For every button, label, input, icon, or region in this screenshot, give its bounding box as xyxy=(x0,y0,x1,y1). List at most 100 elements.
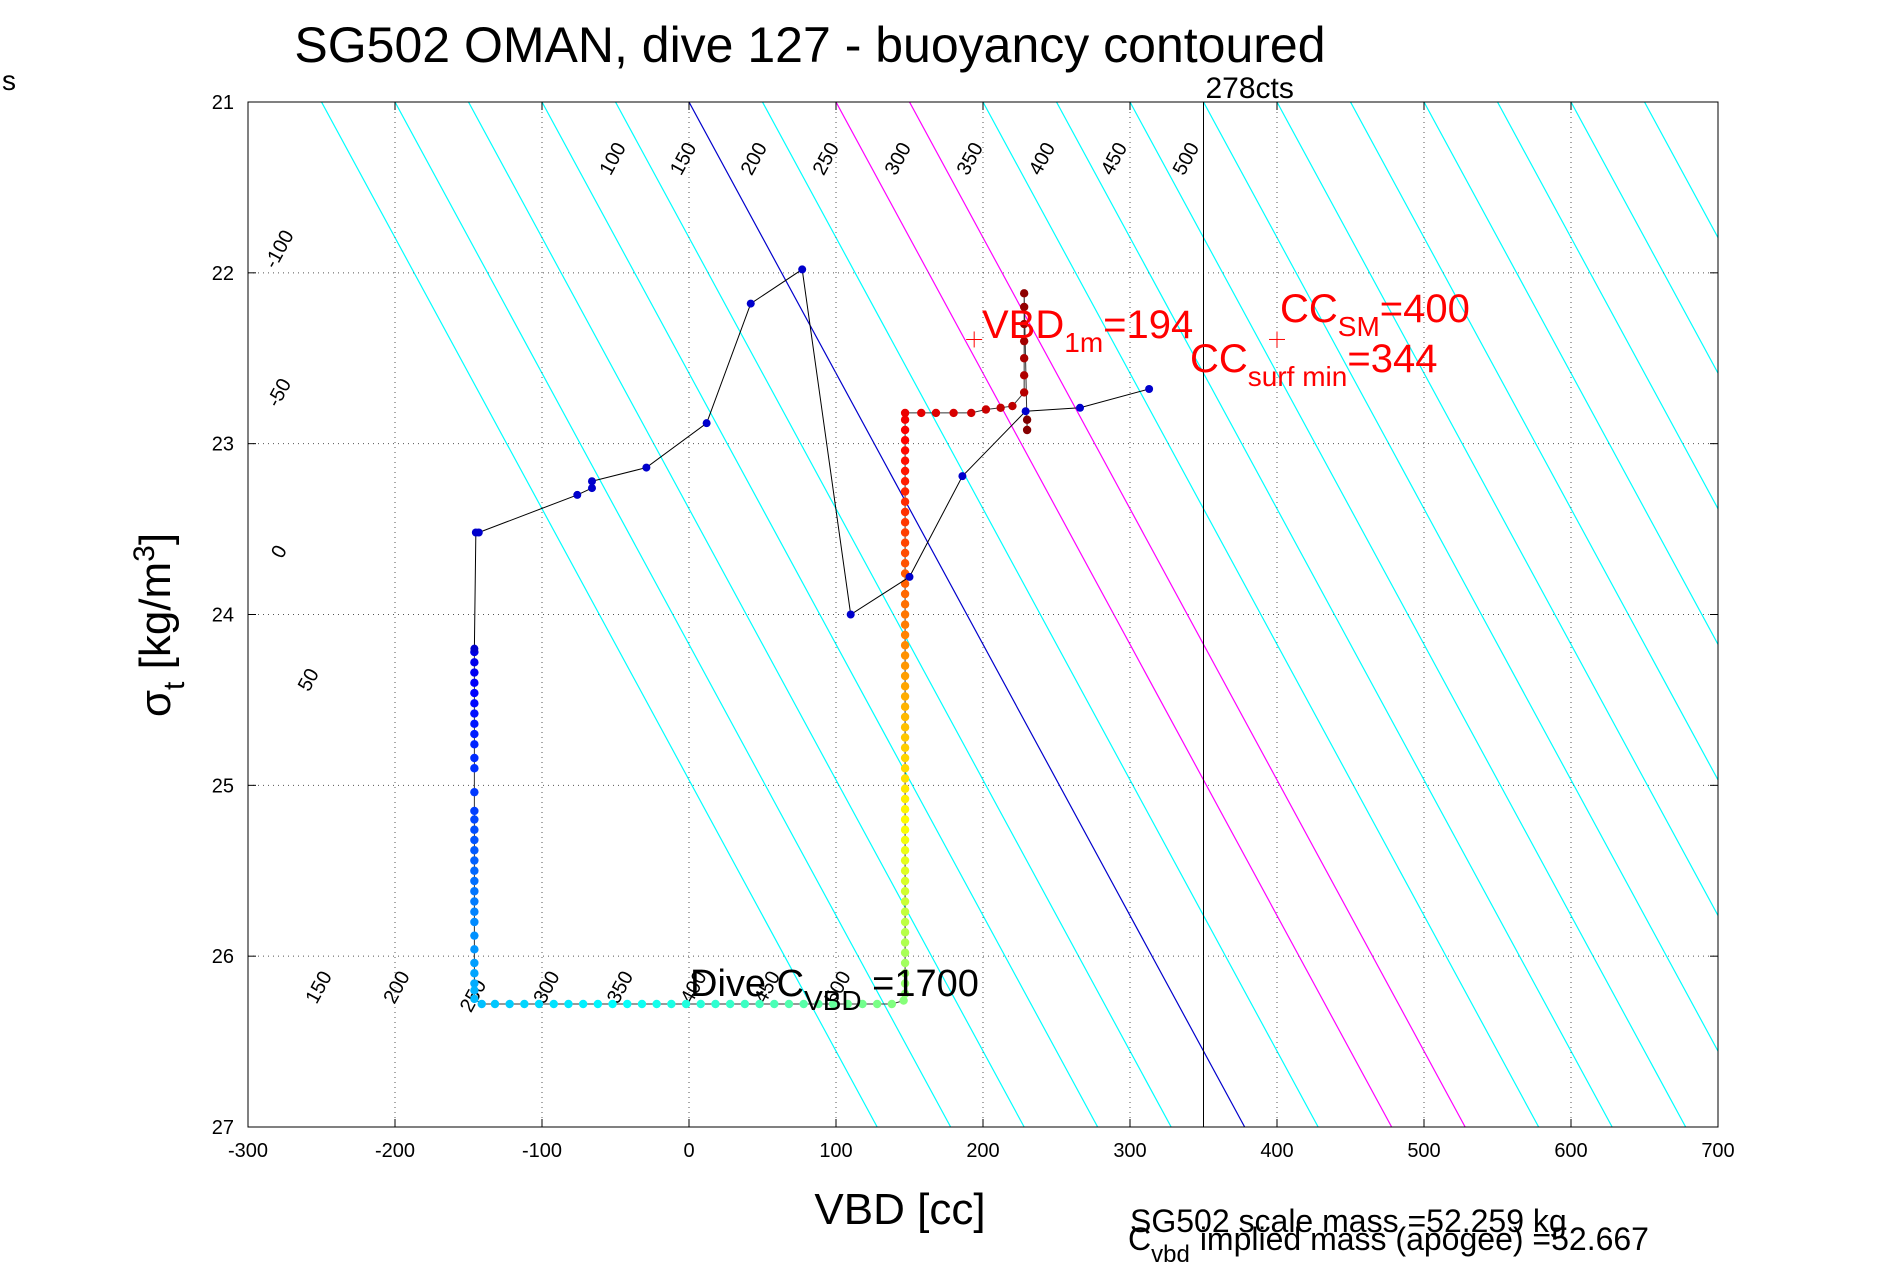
annotation-rest: =400 xyxy=(1380,287,1470,331)
colored-series-point xyxy=(470,753,479,763)
colored-series-point xyxy=(470,846,479,855)
colored-series-point xyxy=(470,866,479,875)
annotation-main: Dive C xyxy=(690,963,804,1005)
contour-label: -50 xyxy=(263,375,296,411)
y-tick-label: 22 xyxy=(212,263,234,285)
descent-series-point xyxy=(471,528,480,537)
colored-series-point xyxy=(900,815,910,824)
colored-series-point xyxy=(578,999,588,1009)
colored-series-point xyxy=(900,408,910,418)
colored-series-point xyxy=(900,487,910,496)
colored-series-point xyxy=(900,764,910,773)
colored-series-point xyxy=(900,620,910,629)
colored-series-point xyxy=(470,835,479,845)
contour-label: 300 xyxy=(529,968,564,1008)
x-tick-label: -100 xyxy=(522,1140,562,1162)
colored-series-point xyxy=(470,678,479,688)
contour-label: 350 xyxy=(603,968,638,1008)
colored-series-point xyxy=(900,805,910,814)
annotation-vbd1m: VBD1m=194 xyxy=(982,303,1193,358)
colored-series-point xyxy=(505,999,514,1009)
colored-series-point xyxy=(623,999,632,1009)
annotation-ccsurfmin: CCsurf min=344 xyxy=(1190,337,1437,392)
colored-series-point xyxy=(949,408,958,418)
x-tick-label: 200 xyxy=(966,1140,999,1162)
colored-series-point xyxy=(900,753,910,763)
colored-series-point xyxy=(637,999,647,1009)
y-axis-label-close: ] xyxy=(131,533,180,545)
colored-series-point xyxy=(900,661,910,670)
y-tick-label: 23 xyxy=(212,434,234,456)
colored-series-point xyxy=(900,835,910,845)
contour-label: 0 xyxy=(267,542,292,562)
colored-series-point xyxy=(967,408,976,418)
contour-line xyxy=(982,102,1540,1127)
colored-series-point xyxy=(900,733,910,742)
colored-series-point xyxy=(470,887,479,896)
colored-series-point xyxy=(470,876,479,886)
descent-series-point xyxy=(702,419,711,428)
y-axis-label-sup: 3 xyxy=(128,545,161,562)
colored-series-point xyxy=(900,887,910,896)
colored-series-point xyxy=(900,671,910,681)
colored-series-point xyxy=(899,996,908,1005)
colored-series-point xyxy=(900,989,910,998)
colored-series-point xyxy=(681,999,691,1009)
annotation-dive: Dive CVBD =1700 xyxy=(690,963,979,1016)
colored-series-point xyxy=(900,528,910,537)
colored-series-point xyxy=(900,589,910,599)
colored-series-point xyxy=(900,825,910,834)
colored-series-point xyxy=(900,456,910,465)
x-tick-label: 600 xyxy=(1554,1140,1587,1162)
colored-series-point xyxy=(549,999,558,1009)
colored-series-point xyxy=(900,630,910,640)
contour-line xyxy=(541,102,1099,1127)
contour-label: 150 xyxy=(302,968,337,1008)
y-tick-label: 21 xyxy=(212,92,234,114)
colored-series-point xyxy=(872,999,882,1009)
colored-series-point xyxy=(900,651,910,660)
colored-series-point xyxy=(470,907,479,916)
colored-series-point xyxy=(470,856,479,865)
colored-series-point xyxy=(900,958,910,968)
colored-series-point xyxy=(470,969,479,978)
corner-text: s xyxy=(2,65,16,96)
contour-label: 150 xyxy=(666,139,701,179)
colored-series-point xyxy=(900,538,910,547)
footer-prefix-sub: vbd xyxy=(1151,1241,1190,1262)
colored-series-point xyxy=(858,999,867,1009)
colored-series-point xyxy=(900,897,910,906)
colored-series-point xyxy=(900,917,910,927)
colored-series-point xyxy=(534,999,544,1009)
colored-series-point xyxy=(740,999,750,1009)
colored-series-point xyxy=(900,743,910,752)
colored-series-point xyxy=(900,938,910,947)
colored-series-point xyxy=(900,979,910,988)
colored-series-point xyxy=(900,784,910,793)
colored-series-point xyxy=(470,931,479,940)
footer-scale-mass: SG502 scale mass =52.259 kg xyxy=(1130,1203,1567,1239)
colored-series-point xyxy=(900,948,910,957)
data-series xyxy=(470,265,1154,1009)
colored-series-point xyxy=(470,979,479,988)
colored-series-point xyxy=(696,999,705,1009)
x-tick-label: 500 xyxy=(1407,1140,1440,1162)
colored-series-point xyxy=(900,641,910,650)
descent-series-point xyxy=(470,644,479,653)
y-tick-label: 25 xyxy=(212,775,234,797)
colored-series-point xyxy=(564,999,573,1009)
contour-label: 200 xyxy=(737,139,772,179)
colored-series-point xyxy=(843,999,852,1009)
colored-series-point xyxy=(900,969,910,978)
colored-series-point xyxy=(470,658,479,667)
colored-series-point xyxy=(667,999,676,1009)
colored-series-point xyxy=(1022,415,1032,424)
descent-series-point xyxy=(1021,407,1030,416)
descent-series-point xyxy=(846,610,855,619)
contour-label: 250 xyxy=(809,139,844,179)
x-tick-label: 700 xyxy=(1701,1140,1734,1162)
colored-series-point xyxy=(608,999,617,1009)
colored-series-point xyxy=(470,806,479,816)
colored-series-point xyxy=(900,774,910,783)
